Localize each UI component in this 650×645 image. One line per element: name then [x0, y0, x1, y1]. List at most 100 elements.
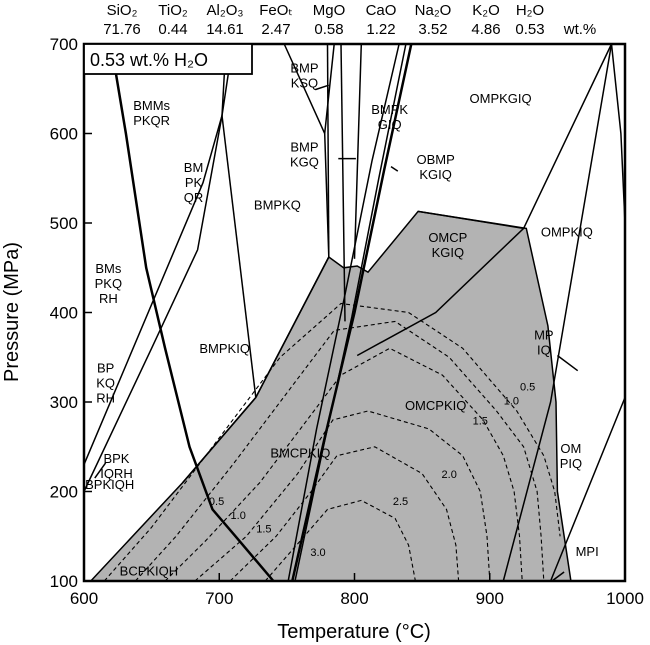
field-label-16: MP IQ	[534, 327, 554, 357]
melt-present-region	[89, 210, 572, 582]
field-label-4: BP KQ RH	[96, 360, 115, 405]
field-label-10: BMP KGQ	[290, 139, 319, 169]
field-label-14: OMCP KGIQ	[428, 230, 467, 260]
field-label-1: BMMs PKQR	[133, 98, 170, 128]
y-tick-label-7: 700	[50, 35, 78, 54]
oxide-value-2: 0.44	[158, 21, 187, 38]
contour-line-3	[164, 347, 523, 582]
oxide-name-1: SiO₂	[107, 2, 138, 19]
contour-label-2: 1.0	[504, 396, 519, 408]
oxide-name-5: MgO	[313, 2, 346, 19]
field-label-19: BMCPKIQ	[270, 445, 330, 460]
field-label-layer: BMMs PKQR BM PK QR BMs PKQ RH BP KQ RH BPK IQRHBPKIQ…	[85, 61, 599, 579]
x-tick-label-5: 1000	[606, 589, 644, 608]
field-label-20: BCPKIQH	[120, 564, 179, 579]
contour-label-1: 0.5	[520, 381, 535, 393]
phase-boundary-21	[551, 571, 565, 582]
oxide-name-4: FeOₜ	[259, 2, 293, 19]
contour-label-5: 2.5	[393, 496, 408, 508]
field-label-18: OM PIQ	[560, 441, 582, 471]
phase-boundary-5	[83, 43, 227, 492]
phase-boundary-24	[315, 84, 330, 91]
phase-boundary-14	[255, 256, 330, 398]
y-tick-label-3: 300	[50, 393, 78, 412]
axis-layer: 600 700 800 900 1000 100 200 300 400 500 600 700	[50, 35, 644, 608]
oxide-value-3: 14.61	[206, 21, 244, 38]
contour-label-3: 1.5	[473, 415, 488, 427]
oxide-value-8: 4.86	[471, 21, 500, 38]
phase-boundary-23	[94, 462, 107, 479]
field-label-8: BMPKQ	[254, 198, 301, 213]
phase-boundary-20	[610, 43, 626, 224]
phase-boundary-13	[353, 43, 363, 259]
field-label-17: OMCPKIQ	[405, 398, 466, 413]
oxide-value-9: 0.53	[515, 21, 544, 38]
field-label-7: BMPKIQ	[199, 341, 250, 356]
y-tick-label-4: 400	[50, 304, 78, 323]
phase-boundary-9	[326, 43, 330, 258]
y-tick-label-1: 100	[50, 572, 78, 591]
field-label-13: OBMP KGIQ	[417, 152, 455, 182]
oxide-value-6: 1.22	[366, 21, 395, 38]
contour-label-4: 2.0	[442, 469, 457, 481]
phase-boundary-12	[340, 43, 346, 322]
contour-line-5	[229, 446, 460, 582]
plot-frame	[82, 42, 627, 583]
contour-label-8: 1.0	[231, 510, 246, 522]
contour-line-4	[194, 410, 491, 582]
x-tick-label-3: 800	[340, 589, 368, 608]
oxide-name-3: Al₂O₃	[207, 2, 244, 19]
water-content-box	[83, 43, 253, 75]
y-tick-label-5: 500	[50, 214, 78, 233]
composition-header: SiO₂ 71.76 TiO₂ 0.44 Al₂O₃ 14.61 FeOₜ 2.47 MgO 0.…	[103, 2, 596, 38]
phase-boundary-26	[390, 165, 399, 172]
boundary-layer	[83, 43, 626, 582]
field-label-9: BMP KSQ	[290, 61, 318, 91]
phase-boundary-6	[83, 115, 223, 465]
x-axis-label: Temperature (°C)	[277, 621, 431, 643]
phase-boundary-16	[356, 43, 613, 357]
phase-boundary-1	[109, 43, 275, 582]
contour-line-2	[134, 320, 545, 582]
phase-boundary-22	[556, 354, 579, 372]
field-label-15: OMPKIQ	[541, 224, 593, 239]
contour-line-1	[103, 302, 561, 582]
phase-boundary-8	[221, 115, 257, 398]
y-tick-label-2: 200	[50, 483, 78, 502]
oxide-name-6: CaO	[366, 2, 397, 19]
oxide-value-1: 71.76	[103, 21, 141, 38]
field-label-3: BMs PKQ RH	[95, 261, 122, 306]
phase-boundary-19	[549, 397, 626, 582]
shaded-region-layer	[89, 210, 572, 582]
x-tick-label-4: 900	[476, 589, 504, 608]
contour-label-6: 3.0	[310, 547, 325, 559]
oxide-value-4: 2.47	[261, 21, 290, 38]
contour-layer: 0.51.01.52.02.53.00.51.01.5	[103, 302, 561, 582]
x-tick-label-2: 700	[205, 589, 233, 608]
contour-label-9: 1.5	[256, 524, 271, 536]
field-label-2: BM PK QR	[184, 160, 204, 205]
y-axis-label: Pressure (MPa)	[1, 242, 23, 382]
phase-boundary-4	[294, 43, 407, 582]
water-content-label: 0.53 wt.% H₂O	[90, 50, 208, 70]
phase-boundary-15	[182, 397, 257, 484]
oxide-name-9: H₂O	[516, 2, 544, 19]
field-label-12: OMPKGIQ	[470, 91, 532, 106]
x-tick-label-1: 600	[70, 589, 98, 608]
contour-line-6	[264, 499, 416, 582]
phase-boundary-11	[323, 133, 330, 258]
contour-label-7: 0.5	[209, 496, 224, 508]
field-label-5: BPK IQRH	[100, 451, 133, 481]
field-label-11: BMPK GIQ	[371, 102, 408, 132]
y-tick-label-6: 600	[50, 125, 78, 144]
phase-boundary-2	[291, 43, 413, 582]
phase-boundary-18	[502, 43, 613, 582]
field-label-21: MPI	[576, 544, 599, 559]
field-label-6: BPKIQH	[85, 477, 134, 492]
composition-unit: wt.%	[563, 21, 597, 38]
oxide-value-7: 3.52	[418, 21, 447, 38]
phase-boundary-17	[417, 210, 524, 230]
oxide-name-8: K₂O	[472, 2, 500, 19]
oxide-value-5: 0.58	[314, 21, 343, 38]
